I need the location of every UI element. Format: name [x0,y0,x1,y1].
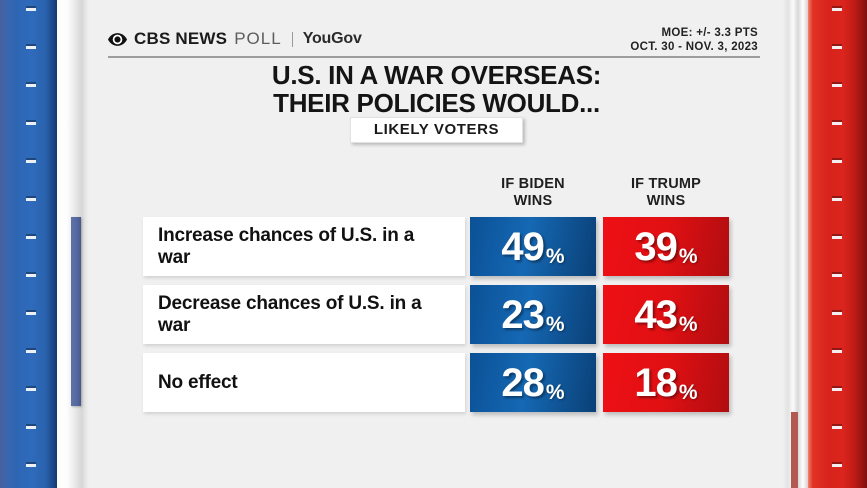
poll-title-line2: THEIR POLICIES WOULD... [273,88,600,118]
audience-badge-wrap: LIKELY VOTERS [90,117,783,143]
column-header-trump-line2: WINS [646,193,686,209]
right-accent-bar [791,412,798,488]
header-divider-rule [108,56,760,58]
left-stitches [26,0,36,488]
brand-row: CBS NEWS POLL YouGov [108,28,362,50]
row-label-no-effect: No effect [143,353,465,412]
percent-value: 23 [501,292,544,337]
moe-line: MOE: +/- 3.3 PTS [661,27,758,39]
row-label-decrease: Decrease chances of U.S. in a war [143,285,465,344]
column-header-trump: IF TRUMP WINS [603,176,729,210]
percent-value: 39 [634,224,677,269]
moe-block: MOE: +/- 3.3 PTS OCT. 30 - NOV. 3, 2023 [630,26,758,54]
biden-value-no-effect: 28 % [470,353,596,412]
percent-sign: % [678,313,698,336]
row-label-increase: Increase chances of U.S. in a war [143,217,465,276]
trump-value-increase: 39 % [603,217,729,276]
trump-value-no-effect: 18 % [603,353,729,412]
likely-voters-badge: LIKELY VOTERS [349,117,524,143]
right-stitches [832,0,842,488]
percent-sign: % [545,313,565,336]
poll-title-line1: U.S. IN A WAR OVERSEAS: [271,60,602,90]
biden-value-increase: 49 % [470,217,596,276]
right-page-edge [783,0,808,488]
brand-cbs-news: CBS NEWS [134,29,228,48]
percent-sign: % [678,381,698,404]
percent-value: 18 [634,360,677,405]
trump-value-decrease: 43 % [603,285,729,344]
poll-title: U.S. IN A WAR OVERSEAS: THEIR POLICIES W… [90,61,783,117]
percent-sign: % [678,245,698,268]
cbs-eye-icon [108,32,127,46]
right-binder-spine [808,0,867,488]
date-range: OCT. 30 - NOV. 3, 2023 [630,41,758,53]
percent-value: 43 [634,292,677,337]
percent-value: 28 [501,360,544,405]
biden-value-decrease: 23 % [470,285,596,344]
column-header-biden-line1: IF BIDEN [501,176,565,192]
column-header-trump-line1: IF TRUMP [630,176,702,192]
brand-divider [291,31,293,47]
percent-value: 49 [501,224,544,269]
brand-poll: POLL [234,29,282,48]
left-accent-bar [71,217,81,406]
column-header-biden: IF BIDEN WINS [470,176,596,210]
brand-yougov: YouGov [302,30,362,47]
percent-sign: % [545,245,565,268]
percent-sign: % [545,381,565,404]
left-binder-spine [0,0,57,488]
column-header-biden-line2: WINS [513,193,553,209]
